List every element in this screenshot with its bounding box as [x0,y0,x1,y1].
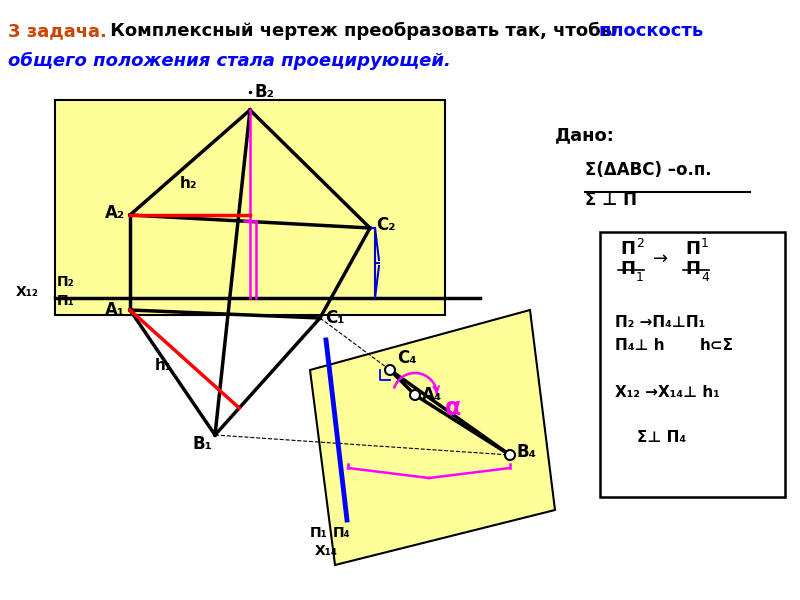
Text: плоскость: плоскость [598,22,703,40]
Text: C₄: C₄ [397,349,417,367]
Polygon shape [310,310,555,565]
Text: П₂ →П₄⊥П₁: П₂ →П₄⊥П₁ [615,315,706,330]
Text: Σ(ΔАВС) –о.п.: Σ(ΔАВС) –о.п. [585,161,712,179]
Text: Π₄: Π₄ [333,526,350,540]
Text: П₄⊥ h: П₄⊥ h [615,338,665,353]
Text: Π: Π [685,260,700,278]
Text: 4: 4 [701,271,709,284]
Text: X₁₂: X₁₂ [16,285,39,299]
Bar [600,232,785,497]
Text: Σ⊥ П₄: Σ⊥ П₄ [637,430,686,445]
Text: общего положения стала проецирующей.: общего положения стала проецирующей. [8,52,451,70]
Text: 3 задача.: 3 задача. [8,22,107,40]
Circle shape [410,390,420,400]
Text: B₂: B₂ [254,83,274,101]
Text: C₂: C₂ [376,216,395,234]
Text: A₂: A₂ [105,204,125,222]
Text: Π₂: Π₂ [57,275,74,289]
Text: Σ ⊥ П: Σ ⊥ П [585,191,637,209]
Circle shape [505,450,515,460]
Text: B₁: B₁ [193,435,213,453]
Text: h₂: h₂ [180,176,198,191]
Text: 2: 2 [636,237,644,250]
Bar [55,100,445,315]
Text: Π₁: Π₁ [310,526,328,540]
Text: A₄: A₄ [422,386,442,404]
Text: α: α [445,396,462,420]
Circle shape [385,365,395,375]
Text: 1: 1 [636,271,644,284]
Text: Дано:: Дано: [555,126,615,144]
Text: A₁: A₁ [105,301,125,319]
Text: Π: Π [685,240,700,258]
Text: 1: 1 [701,237,709,250]
Text: Π: Π [620,240,635,258]
Text: Π: Π [620,260,635,278]
Text: →: → [653,250,668,268]
Text: Π₁: Π₁ [57,294,74,308]
Text: h⊂Σ: h⊂Σ [700,338,734,353]
Text: h₁: h₁ [155,358,173,373]
Text: C₁: C₁ [325,309,345,327]
Text: B₄: B₄ [517,443,537,461]
Text: Комплексный чертеж преобразовать так, чтобы: Комплексный чертеж преобразовать так, чт… [104,22,623,40]
Text: X₁₂ →X₁₄⊥ h₁: X₁₂ →X₁₄⊥ h₁ [615,385,720,400]
Text: X₁₄: X₁₄ [315,544,338,558]
